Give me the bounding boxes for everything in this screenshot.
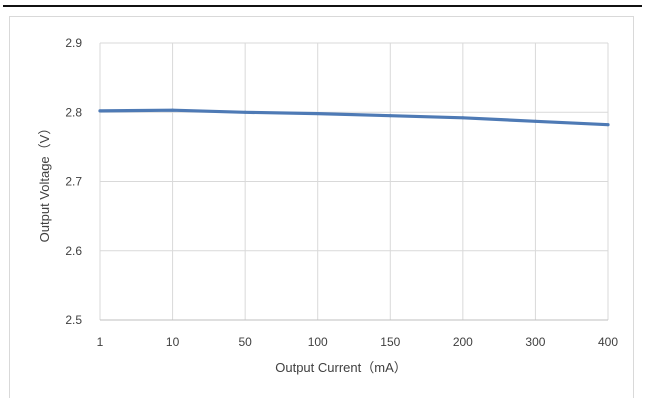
x-tick-label: 400 bbox=[598, 335, 618, 349]
data-point bbox=[606, 123, 610, 127]
data-point bbox=[171, 108, 175, 112]
x-tick-label: 10 bbox=[166, 335, 180, 349]
x-tick-label: 1 bbox=[97, 335, 104, 349]
data-point bbox=[533, 119, 537, 123]
grid-layer bbox=[99, 42, 609, 320]
x-tick-label: 300 bbox=[525, 335, 545, 349]
x-tick-label: 50 bbox=[238, 335, 252, 349]
data-point bbox=[461, 116, 465, 120]
data-point bbox=[316, 112, 320, 116]
chart-frame bbox=[9, 16, 634, 398]
x-tick-label: 150 bbox=[380, 335, 400, 349]
x-tick-label: 100 bbox=[308, 335, 328, 349]
data-point bbox=[388, 114, 392, 118]
y-axis-title: Output Voltage（V） bbox=[37, 122, 52, 243]
y-tick-labels: 2.5 2.6 2.7 2.8 2.9 bbox=[65, 36, 82, 327]
y-tick-label: 2.7 bbox=[65, 175, 82, 189]
top-rule bbox=[3, 5, 642, 7]
series-layer bbox=[98, 108, 610, 127]
series-line bbox=[98, 108, 610, 127]
x-axis-title: Output Current（mA） bbox=[275, 360, 407, 375]
x-tick-label: 200 bbox=[453, 335, 473, 349]
y-tick-label: 2.8 bbox=[65, 105, 82, 119]
y-tick-label: 2.9 bbox=[65, 36, 82, 50]
y-tick-label: 2.6 bbox=[65, 244, 82, 258]
x-tick-labels: 1 10 50 100 150 200 300 400 bbox=[97, 335, 619, 349]
y-tick-label: 2.5 bbox=[65, 313, 82, 327]
data-point bbox=[98, 109, 102, 113]
data-point bbox=[243, 110, 247, 114]
